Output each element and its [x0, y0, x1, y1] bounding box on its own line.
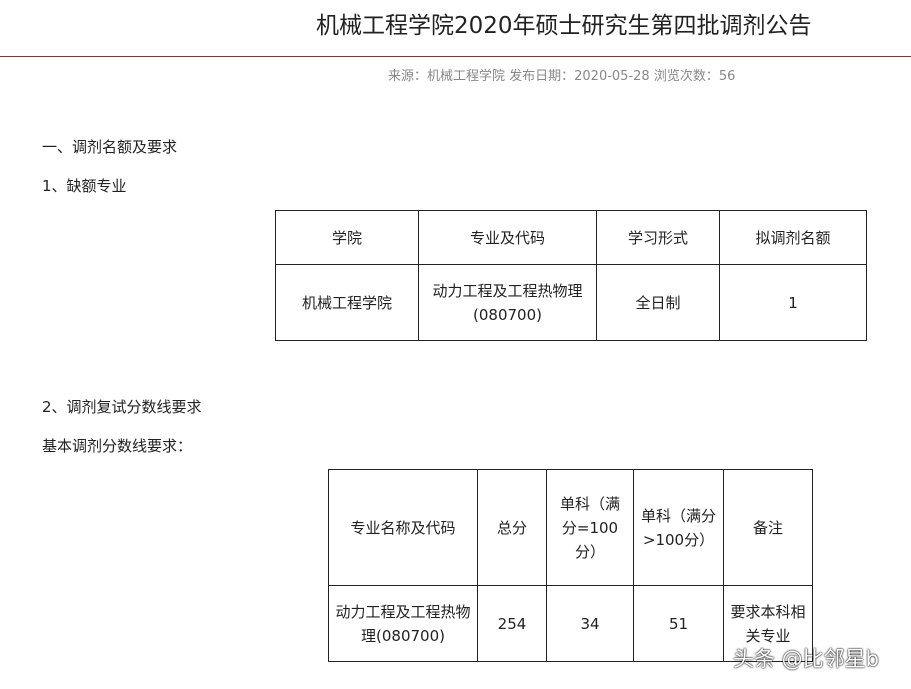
header-cell: 学院	[275, 210, 419, 265]
header-cell: 单科（满分=100分）	[546, 469, 634, 586]
header-cell: 单科（满分>100分）	[633, 469, 724, 586]
page-title: 机械工程学院2020年硕士研究生第四批调剂公告	[316, 13, 812, 39]
header-cell: 学习形式	[596, 210, 720, 265]
title-divider	[0, 56, 911, 57]
section2-heading: 2、调剂复试分数线要求	[42, 398, 202, 416]
header-cell: 拟调剂名额	[719, 210, 867, 265]
header-cell: 备注	[723, 469, 813, 586]
quota-table: 学院 专业及代码 学习形式 拟调剂名额 机械工程学院 动力工程及工程热物理(08…	[275, 210, 867, 341]
table-cell: 要求本科相关专业	[723, 585, 813, 662]
table-cell: 动力工程及工程热物理(080700)	[418, 264, 597, 341]
table-row: 动力工程及工程热物理(080700) 254 34 51 要求本科相关专业	[328, 585, 813, 662]
table-header-row: 专业名称及代码 总分 单科（满分=100分） 单科（满分>100分） 备注	[328, 469, 813, 586]
table-cell: 34	[546, 585, 634, 662]
table-row: 机械工程学院 动力工程及工程热物理(080700) 全日制 1	[275, 264, 867, 341]
table-cell: 机械工程学院	[275, 264, 419, 341]
table-cell: 全日制	[596, 264, 720, 341]
article-meta: 来源：机械工程学院 发布日期：2020-05-28 浏览次数：56	[388, 69, 736, 84]
table-cell: 动力工程及工程热物理(080700)	[328, 585, 478, 662]
watermark: 头条 @比邻星b	[733, 647, 880, 671]
score-table: 专业名称及代码 总分 单科（满分=100分） 单科（满分>100分） 备注 动力…	[328, 469, 813, 662]
section1-heading: 一、调剂名额及要求	[42, 138, 178, 156]
header-cell: 专业名称及代码	[328, 469, 478, 586]
table-cell: 1	[719, 264, 867, 341]
table-cell: 51	[633, 585, 724, 662]
section2-subheading: 基本调剂分数线要求：	[42, 437, 193, 455]
table-header-row: 学院 专业及代码 学习形式 拟调剂名额	[275, 210, 867, 265]
header-cell: 总分	[477, 469, 547, 586]
table-cell: 254	[477, 585, 547, 662]
section1-subheading: 1、缺额专业	[42, 177, 127, 195]
header-cell: 专业及代码	[418, 210, 597, 265]
